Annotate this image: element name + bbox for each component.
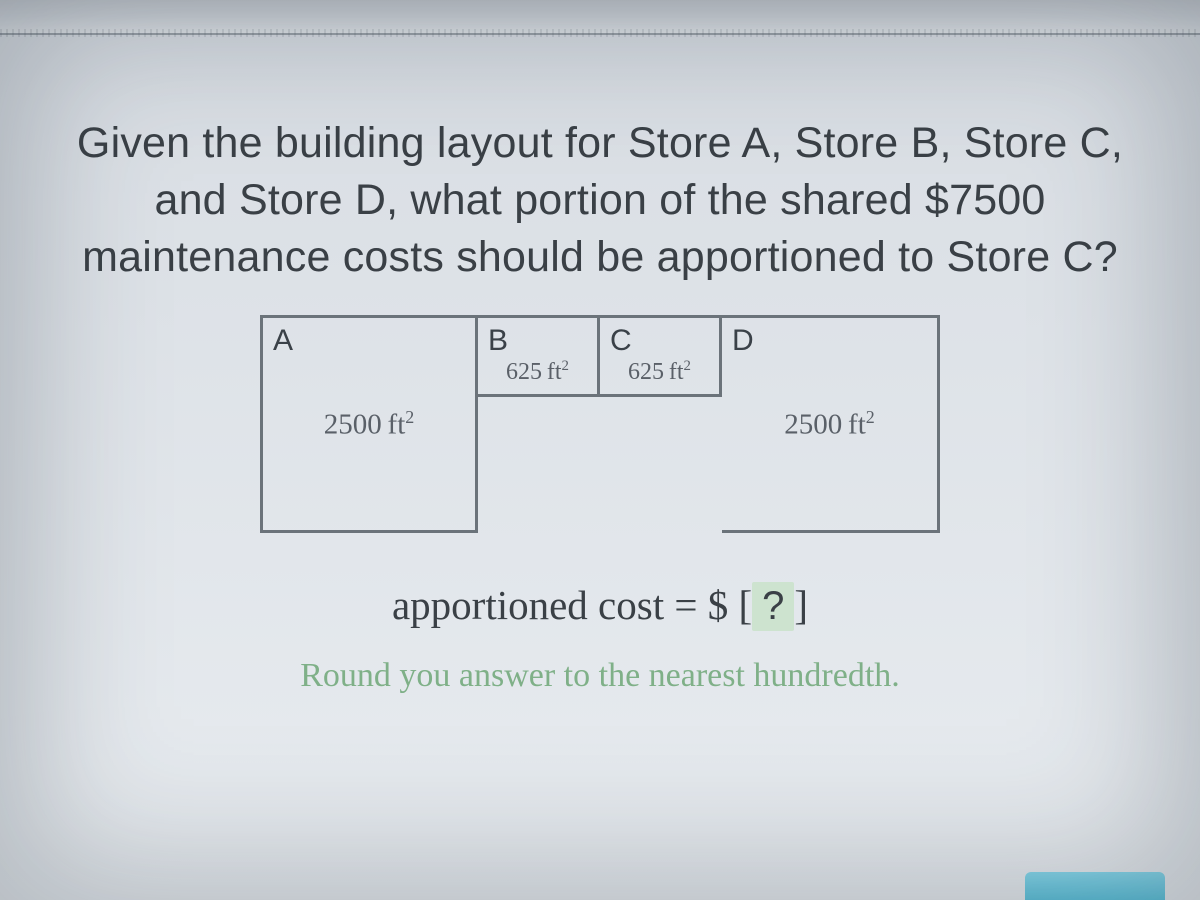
answer-input-box[interactable]: ? [752, 582, 794, 631]
answer-bracket-open: [ [738, 582, 752, 628]
building-diagram: A 2500 ft2 B 625 ft2 C 625 ft2 D 2500 ft… [55, 315, 1145, 533]
store-d-area: 2500 ft2 [784, 407, 875, 442]
store-c: C 625 ft2 [600, 315, 722, 397]
store-a: A 2500 ft2 [260, 315, 478, 533]
rounding-instruction: Round you answer to the nearest hundredt… [55, 657, 1145, 695]
answer-line: apportioned cost = $ [?] [55, 581, 1145, 631]
store-layout-row: A 2500 ft2 B 625 ft2 C 625 ft2 D 2500 ft… [260, 315, 940, 533]
store-c-area: 625 ft2 [628, 358, 691, 386]
store-a-area: 2500 ft2 [324, 407, 415, 442]
content-area: Given the building layout for Store A, S… [0, 55, 1200, 725]
answer-prefix: apportioned cost = $ [392, 582, 728, 628]
store-c-label: C [610, 324, 632, 358]
store-b-area: 625 ft2 [506, 358, 569, 386]
store-b-label: B [488, 324, 508, 358]
top-browser-edge [0, 0, 1200, 35]
store-a-label: A [273, 324, 293, 358]
submit-button-partial[interactable] [1025, 872, 1165, 900]
store-d-label: D [732, 324, 754, 358]
question-text: Given the building layout for Store A, S… [55, 115, 1145, 285]
answer-bracket-close: ] [794, 582, 808, 628]
store-d: D 2500 ft2 [722, 315, 940, 533]
store-b: B 625 ft2 [478, 315, 600, 397]
